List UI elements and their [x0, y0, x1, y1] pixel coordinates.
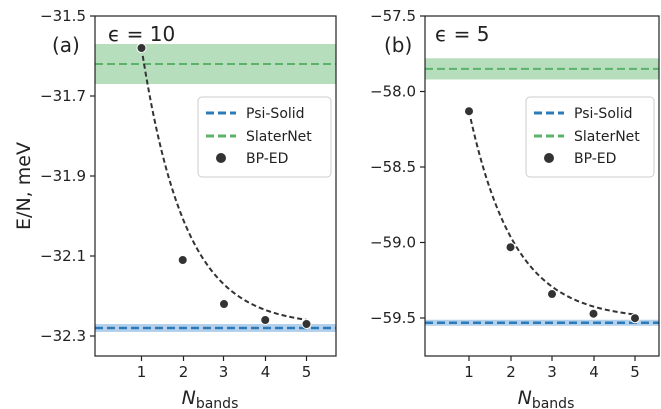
panel-b-ytick-label: −58.0 — [370, 83, 416, 101]
panel-b-x-axis-label: Nbands — [518, 387, 575, 409]
panel-b-slaternet-band — [425, 58, 659, 80]
panel-b-reference-lines — [425, 67, 659, 325]
panel-a-bands — [95, 44, 336, 332]
panel-b-bp-ed-point — [464, 106, 474, 117]
panel-b-legend-slater-label: SlaterNet — [574, 129, 640, 145]
panel-a-legend-slater-label: SlaterNet — [246, 129, 312, 145]
panel-a-xtick-label: 4 — [261, 363, 271, 381]
panel-b-legend: Psi-Solid SlaterNet BP-ED — [525, 96, 655, 178]
panel-a-fit-curve — [140, 47, 307, 321]
panel-b-ytick-label: −57.5 — [370, 7, 416, 25]
panel-a-ytick-label: −31.9 — [40, 167, 86, 185]
panel-b-xtick-label: 5 — [630, 363, 640, 381]
panel-a-ytick-label: −32.1 — [40, 247, 86, 265]
panel-a-legend-bp-label: BP-ED — [246, 151, 288, 167]
panel-a-ytick-label: −31.5 — [40, 7, 86, 25]
panel-a-epsilon: ϵ = 10 — [108, 22, 175, 46]
panel-b-legend-bp-swatch — [544, 153, 554, 163]
panel-a-ytick-label: −31.7 — [40, 87, 86, 105]
panel-b-xtick-label: 4 — [589, 363, 599, 381]
panel-a-fit-path — [140, 47, 307, 321]
panel-b-xtick-label: 3 — [547, 363, 557, 381]
panel-a-xlabel-main: N — [182, 387, 196, 409]
panel-a: −31.5 −31.7 −31.9 −32.1 −32.3 1 2 3 4 5 … — [13, 7, 337, 409]
panel-a-legend-bp-swatch — [216, 153, 226, 163]
panel-b-legend-box — [525, 96, 655, 178]
y-axis-label: E/N, meV — [13, 142, 35, 230]
panel-a-y-ticks: −31.5 −31.7 −31.9 −32.1 −32.3 — [40, 7, 95, 345]
panel-b-bp-ed-points — [464, 106, 640, 324]
panel-b-bp-ed-point — [588, 308, 599, 319]
panel-b-legend-bp-label: BP-ED — [574, 151, 616, 167]
panel-b-legend-psi-label: Psi-Solid — [574, 106, 633, 122]
panel-a-bp-ed-points — [136, 43, 312, 329]
panel-a-reference-lines — [95, 63, 336, 330]
panel-a-x-ticks: 1 2 3 4 5 — [137, 356, 312, 381]
panel-a-x-axis-label: Nbands — [182, 387, 239, 409]
panel-b-x-ticks: 1 2 3 4 5 — [464, 356, 640, 381]
panel-b-ytick-label: −59.5 — [370, 309, 416, 327]
panel-b-xlabel-main: N — [518, 387, 532, 409]
panel-a-bp-ed-point — [301, 319, 312, 329]
panel-b-y-ticks: −57.5 −58.0 −58.5 −59.0 −59.5 — [370, 7, 425, 327]
panel-b-bp-ed-point — [630, 313, 640, 324]
panel-a-xtick-label: 2 — [179, 363, 189, 381]
panel-b-bp-ed-point — [505, 242, 516, 253]
panel-a-frame — [94, 15, 337, 357]
panel-a-ytick-label: −32.3 — [40, 327, 86, 345]
panel-a-xtick-label: 1 — [137, 363, 147, 381]
panel-a-legend-box — [197, 96, 332, 178]
panel-a-bp-ed-point — [136, 43, 147, 53]
panel-b-fit-path — [468, 110, 636, 316]
panel-a-bp-ed-point — [177, 255, 188, 265]
panel-b-bands — [425, 58, 659, 326]
panel-a-legend: Psi-Solid SlaterNet BP-ED — [197, 96, 332, 178]
panel-a-bp-ed-point — [260, 315, 271, 325]
panel-b: −57.5 −58.0 −58.5 −59.0 −59.5 1 2 3 4 5 … — [370, 7, 660, 409]
panel-b-xtick-label: 2 — [506, 363, 516, 381]
panel-a-bp-ed-point — [219, 299, 229, 309]
panel-b-xlabel-sub: bands — [532, 396, 575, 409]
panel-a-xlabel-sub: bands — [196, 396, 239, 409]
panel-a-legend-psi-label: Psi-Solid — [246, 106, 305, 122]
panel-b-frame — [424, 15, 660, 357]
panel-b-bp-ed-point — [547, 289, 557, 300]
panel-b-ytick-label: −58.5 — [370, 158, 416, 176]
panel-b-label: (b) — [384, 33, 412, 57]
panel-a-xtick-label: 5 — [302, 363, 312, 381]
panel-b-xtick-label: 1 — [464, 363, 474, 381]
panel-b-psi-solid-band — [425, 319, 659, 326]
panel-a-xtick-label: 3 — [219, 363, 229, 381]
panel-b-ytick-label: −59.0 — [370, 234, 416, 252]
panel-a-label: (a) — [52, 33, 80, 57]
panel-b-fit-curve — [468, 110, 636, 316]
panel-b-epsilon: ϵ = 5 — [435, 22, 490, 46]
